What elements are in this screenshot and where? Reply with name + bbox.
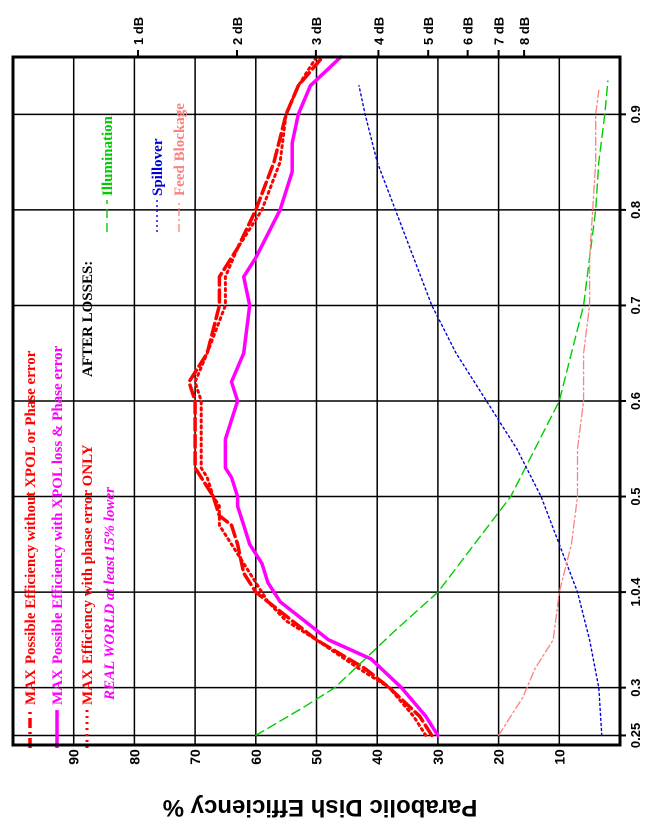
tick-label-fd-4: 0.6 [628, 392, 643, 410]
tick-group-db-5: 6 dB [461, 17, 476, 45]
x-axis-title: Parabolic Dish Efficiency % [163, 794, 478, 821]
svg-text:MAXEfficiency with phase error: MAX Efficiency with phase error ONLY [80, 444, 96, 705]
grid-lines [13, 57, 620, 745]
tick-group-fd-5: 0.7 [628, 296, 643, 314]
tick-label-fd-3: 0.5 [628, 488, 643, 506]
tick-group-efficiency-70: 70 [187, 749, 203, 765]
tick-group-fd-7: 0.9 [628, 105, 643, 123]
legend-label-spillover: Spillover [150, 138, 166, 196]
tick-group-efficiency-30: 30 [430, 749, 446, 765]
series-line-feed-blockage [497, 89, 600, 737]
tick-group-db-3: 4 dB [371, 17, 386, 45]
tick-label-db-4: 5 dB [421, 17, 436, 45]
legend-item-phase-only: MAX Efficiency with phase error ONLY [80, 444, 96, 748]
tick-label-efficiency-60: 60 [248, 749, 264, 765]
tick-label-db-6: 7 dB [492, 17, 507, 45]
legend-item-no-xpol: MAX Possible Efficiency without XPOL or P… [23, 350, 39, 748]
tick-group-db-4: 5 dB [421, 17, 436, 45]
axis-labels: 10 20 30 40 50 60 70 80 90 0.25 0.3 1.0.4 0.5 0.6 0.7 0… [66, 17, 643, 765]
legend-max-1: MAX [23, 669, 39, 705]
series-line-spillover [358, 84, 603, 737]
tick-label-efficiency-90: 90 [66, 749, 82, 765]
tick-group-efficiency-40: 40 [369, 749, 385, 765]
series-line-max-possible-efficiency-with-xpol-loss-phase-error [223, 55, 440, 738]
tick-label-efficiency-80: 80 [126, 749, 142, 765]
tick-group-efficiency-60: 60 [248, 749, 264, 765]
tick-group-efficiency-10: 10 [551, 749, 567, 765]
legend-max-2: MAX [50, 669, 66, 705]
tick-label-efficiency-10: 10 [551, 749, 567, 765]
tick-label-fd-6: 0.8 [628, 201, 643, 219]
tick-group-db-1: 2 dB [230, 17, 245, 45]
tick-group-fd-0: 0.25 [628, 723, 643, 748]
tick-group-db-2: 3 dB [309, 17, 324, 45]
tick-label-db-7: 8 dB [517, 17, 532, 45]
tick-group-efficiency-50: 50 [309, 749, 325, 765]
tick-label-efficiency-50: 50 [309, 749, 325, 765]
series-line-max-efficiency-with-phase-error-only [193, 55, 428, 737]
tick-label-efficiency-70: 70 [187, 749, 203, 765]
tick-group-efficiency-90: 90 [66, 749, 82, 765]
tick-label-fd-2: 1.0.4 [628, 577, 643, 607]
tick-group-db-6: 7 dB [492, 17, 507, 45]
legend-max-3: MAX [80, 669, 96, 705]
tick-group-fd-6: 0.8 [628, 201, 643, 219]
series-line-illumination [255, 80, 609, 737]
tick-group-fd-2: 1.0.4 [628, 577, 643, 607]
legend-label-phase-only: Efficiency with phase error ONLY [80, 444, 96, 664]
legend-label-illumination: Illumination [100, 115, 116, 196]
tick-label-fd-1: 0.3 [628, 679, 643, 697]
tick-group-efficiency-20: 20 [491, 749, 507, 765]
tick-label-fd-5: 0.7 [628, 296, 643, 314]
tick-label-efficiency-20: 20 [491, 749, 507, 765]
legend-label-with-xpol: Possible Efficiency with XPOL loss & Pha… [50, 345, 66, 664]
legend: MAX Possible Efficiency without XPOL or P… [23, 103, 188, 748]
legend-label-no-xpol: Possible Efficiency without XPOL or Phas… [23, 350, 39, 664]
legend-item-with-xpol: MAX Possible Efficiency with XPOL loss & … [50, 345, 66, 748]
tick-label-db-2: 3 dB [309, 17, 324, 45]
tick-label-db-3: 4 dB [371, 17, 386, 45]
tick-group-fd-3: 0.5 [628, 488, 643, 506]
tick-group-fd-1: 0.3 [628, 679, 643, 697]
tick-label-efficiency-40: 40 [369, 749, 385, 765]
after-losses-title: AFTER LOSSES: [80, 261, 96, 377]
tick-label-fd-0: 0.25 [628, 723, 643, 748]
svg-text:MAXPossible Efficiency with XP: MAX Possible Efficiency with XPOL loss & … [50, 345, 66, 705]
tick-group-db-7: 8 dB [517, 17, 532, 45]
tick-label-db-1: 2 dB [230, 17, 245, 45]
tick-group-efficiency-80: 80 [126, 749, 142, 765]
tick-group-fd-4: 0.6 [628, 392, 643, 410]
tick-label-fd-7: 0.9 [628, 105, 643, 123]
legend-real-world-note: REAL WORLD at least 15% lower [102, 487, 118, 701]
tick-label-efficiency-30: 30 [430, 749, 446, 765]
legend-label-feed-blockage: Feed Blockage [172, 103, 188, 196]
tick-label-db-5: 6 dB [461, 17, 476, 45]
svg-text:MAXPossible Efficiency without: MAX Possible Efficiency without XPOL or P… [23, 350, 39, 705]
tick-group-db-0: 1 dB [131, 17, 146, 45]
data-series [187, 55, 609, 738]
tick-label-db-0: 1 dB [131, 17, 146, 45]
